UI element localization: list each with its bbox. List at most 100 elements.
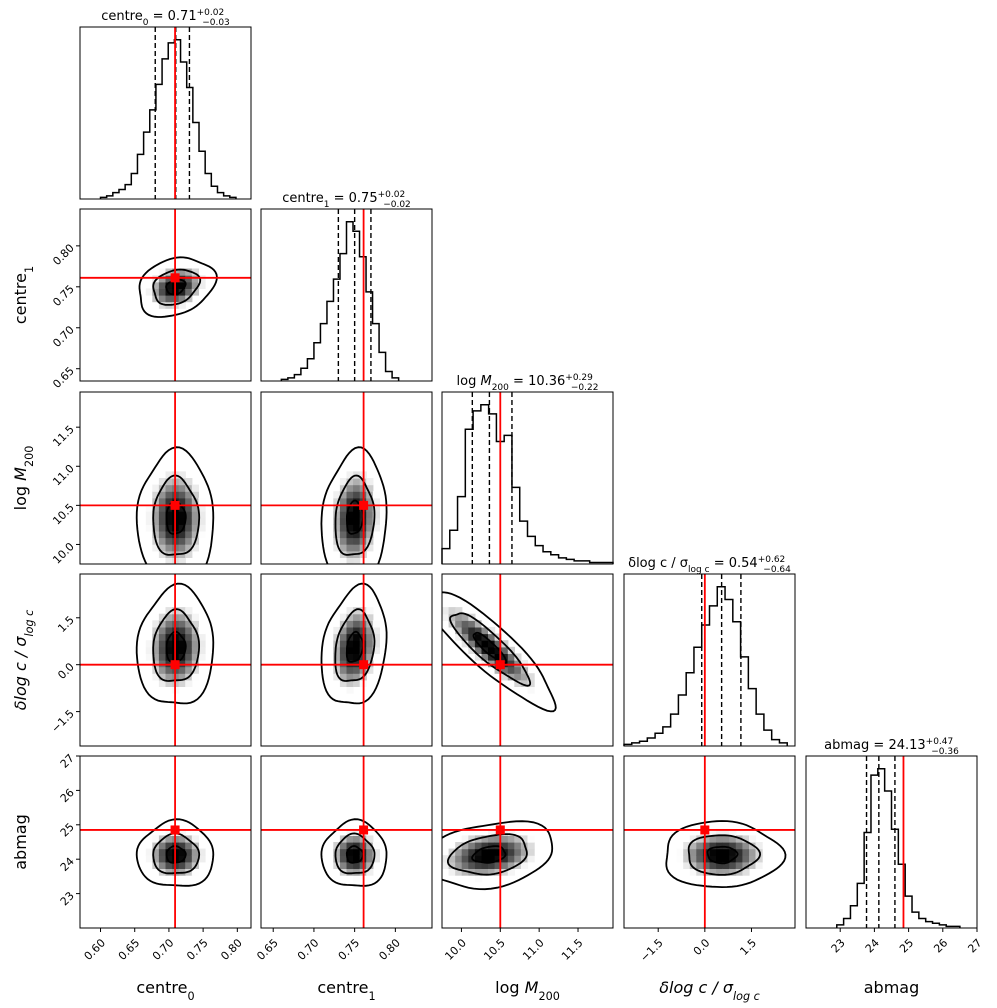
density-cell bbox=[158, 517, 167, 525]
density-cell bbox=[722, 861, 730, 869]
density-cell bbox=[501, 868, 509, 876]
density-cell bbox=[461, 842, 469, 850]
density-cell bbox=[494, 633, 502, 641]
density-cell bbox=[191, 517, 199, 525]
density-cell bbox=[353, 613, 361, 621]
density-cell bbox=[722, 875, 730, 883]
x-axis-dlogc: −1.5 0.0 1.5 δlog c / σlog c bbox=[638, 928, 760, 1003]
truth-marker bbox=[359, 660, 369, 670]
density-cell bbox=[353, 537, 361, 545]
density-cell bbox=[488, 626, 496, 635]
density-cell bbox=[185, 530, 193, 539]
density-cell bbox=[191, 855, 199, 863]
density-cell bbox=[346, 660, 354, 668]
density-cell bbox=[507, 842, 515, 850]
histogram-step-abmag bbox=[836, 767, 961, 928]
density-cell bbox=[152, 530, 160, 539]
density-cell bbox=[353, 640, 361, 648]
density-cell bbox=[339, 861, 348, 869]
density-cell bbox=[353, 511, 361, 519]
density-cell bbox=[372, 855, 380, 863]
density-cell bbox=[339, 848, 348, 856]
density-cell bbox=[165, 646, 173, 654]
density-cell bbox=[366, 504, 374, 512]
density-cell bbox=[742, 848, 750, 856]
scatter-panel-centre_0-abmag bbox=[79, 755, 252, 929]
density-cell bbox=[165, 861, 173, 869]
density-cell bbox=[468, 633, 476, 641]
x-axis-log_M200: 10.0 10.5 11.0 11.5 log M200 bbox=[442, 928, 586, 1003]
density-cell bbox=[709, 835, 717, 843]
y-tick-label: 25 bbox=[58, 820, 77, 839]
density-cell bbox=[722, 828, 730, 836]
density-cell bbox=[346, 666, 354, 674]
y-axis-log_M200: 10.0 10.5 11.0 11.5 log M200 bbox=[11, 423, 80, 567]
density-cell bbox=[461, 855, 469, 863]
density-cell bbox=[333, 673, 341, 681]
density-cell bbox=[353, 875, 361, 883]
density-cell bbox=[158, 295, 167, 303]
x-tick-label: 27 bbox=[965, 936, 984, 955]
density-cell bbox=[372, 504, 380, 512]
density-cell bbox=[165, 679, 173, 687]
density-cell bbox=[520, 861, 529, 869]
panel-title-dlogc: δlog c / σlog c = 0.54+0.62 −0.64 bbox=[628, 555, 791, 575]
density-cell bbox=[683, 842, 691, 850]
panel-frame bbox=[805, 755, 978, 929]
density-cell bbox=[507, 861, 515, 869]
density-cell bbox=[488, 633, 496, 641]
density-cell bbox=[735, 855, 743, 863]
density-cell bbox=[191, 633, 199, 641]
density-cell bbox=[366, 511, 374, 519]
density-cell bbox=[152, 673, 160, 681]
panel-frame bbox=[623, 755, 796, 929]
density-cell bbox=[716, 842, 724, 850]
y-tick-label: 0.0 bbox=[55, 660, 77, 682]
panel-title-abmag: abmag = 24.13+0.47 −0.36 bbox=[824, 737, 959, 757]
panel-frame bbox=[441, 391, 614, 565]
density-cell bbox=[178, 626, 186, 635]
contour-line bbox=[345, 845, 365, 864]
density-cell bbox=[455, 633, 463, 641]
density-cell bbox=[488, 640, 496, 648]
density-cell bbox=[152, 288, 160, 296]
y-tick-label: 11.0 bbox=[50, 462, 77, 489]
density-cell bbox=[527, 673, 535, 681]
density-cell bbox=[474, 633, 483, 641]
density-cell bbox=[488, 660, 496, 668]
density-cell bbox=[696, 842, 704, 850]
density-cell bbox=[346, 828, 354, 836]
density-cell bbox=[696, 835, 704, 843]
density-cell bbox=[527, 848, 535, 856]
density-cell bbox=[448, 861, 456, 869]
density-cell bbox=[353, 478, 361, 486]
density-cell bbox=[742, 855, 750, 863]
density-cell bbox=[339, 497, 348, 505]
density-cell bbox=[178, 517, 186, 525]
density-cell bbox=[353, 855, 361, 863]
density-cell bbox=[152, 660, 160, 668]
density-cell bbox=[165, 524, 173, 532]
density-cell bbox=[461, 868, 469, 876]
density-cell bbox=[366, 497, 374, 505]
density-cell bbox=[185, 620, 193, 628]
density-cell bbox=[178, 275, 186, 283]
density-cell bbox=[185, 550, 193, 558]
x-axis-label-log_M200: log M200 bbox=[495, 978, 560, 1003]
contour-line bbox=[471, 845, 507, 864]
x-axis-centre_0: 0.60 0.65 0.70 0.75 0.80 centre0 bbox=[82, 928, 245, 1003]
density-cell bbox=[689, 861, 697, 869]
density-cell bbox=[333, 517, 341, 525]
density-cell bbox=[185, 268, 193, 276]
y-axis-label-dlogc: δlog c / σlog c bbox=[11, 610, 36, 711]
density-cell bbox=[165, 626, 173, 635]
density-cell bbox=[474, 620, 483, 628]
density-cell bbox=[339, 653, 348, 661]
density-cell bbox=[514, 666, 522, 674]
density-cell bbox=[481, 660, 489, 668]
density-cell bbox=[722, 855, 730, 863]
density-cell bbox=[372, 626, 380, 635]
y-tick-label: 0.65 bbox=[50, 364, 77, 391]
density-cell bbox=[702, 868, 711, 876]
density-cell bbox=[198, 633, 206, 641]
